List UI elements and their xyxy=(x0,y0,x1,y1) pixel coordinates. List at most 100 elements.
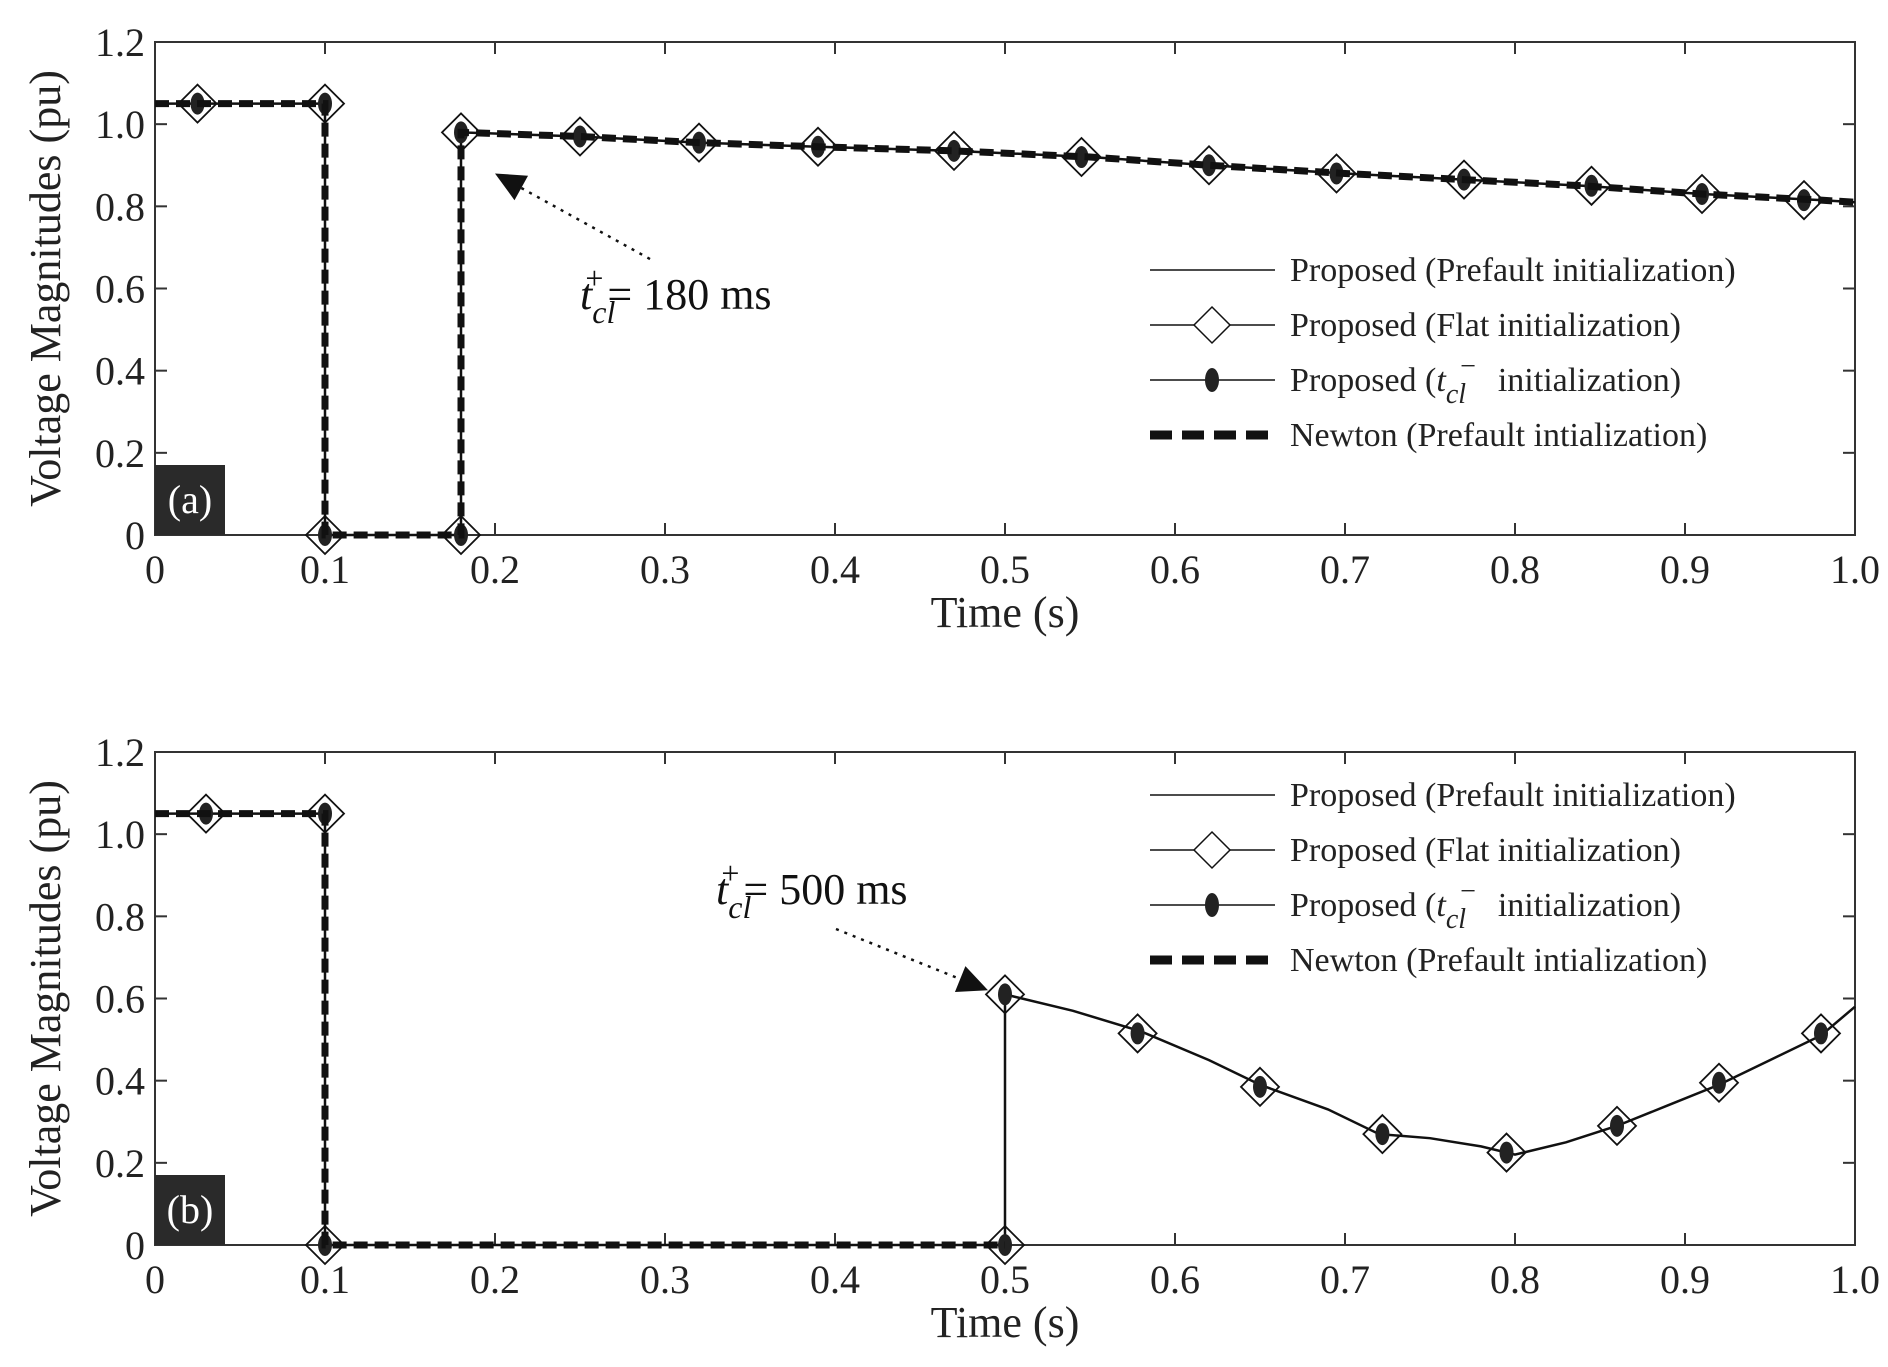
y-tick-label: 0.4 xyxy=(95,349,145,394)
chart-panel-b: 0 0.1 0.2 0.3 0.4 0.5 0.6 0.7 0.8 0.9 1.000.20.40.… xyxy=(21,730,1880,1347)
diamond-marker xyxy=(559,116,601,157)
y-tick-label: 1.0 xyxy=(95,812,145,857)
dot-marker xyxy=(573,125,587,148)
y-tick-label: 0 xyxy=(125,513,145,558)
x-tick-label: 0.9 xyxy=(1660,547,1710,592)
legend: Proposed (Prefault initialization) Propos… xyxy=(1150,252,1736,454)
y-axis-label: Voltage Magnitudes (pu) xyxy=(21,70,70,507)
y-tick-label: 0 xyxy=(125,1223,145,1268)
annotation: tcl+= 500 ms xyxy=(716,855,988,993)
y-tick-label: 0.8 xyxy=(95,894,145,939)
y-tick-label: 0.4 xyxy=(95,1059,145,1104)
legend-label-tcl: Proposed (tcl− initialization) xyxy=(1290,876,1681,935)
y-tick-label: 1.0 xyxy=(95,102,145,147)
dot-marker xyxy=(1610,1114,1624,1137)
x-tick-label: 0.2 xyxy=(470,1257,520,1302)
x-tick-label: 0 xyxy=(145,1257,165,1302)
dot-marker xyxy=(1375,1123,1390,1146)
x-tick-label: 0.9 xyxy=(1660,1257,1710,1302)
x-tick-label: 0.2 xyxy=(470,547,520,592)
annotation: tcl+= 180 ms xyxy=(495,173,772,330)
series-line-newton xyxy=(155,810,1005,1249)
legend-label-newton: Newton (Prefault intialization) xyxy=(1290,942,1707,979)
diamond-marker xyxy=(1783,179,1825,221)
legend-dot-marker xyxy=(1205,893,1219,917)
x-tick-label: 0.4 xyxy=(810,1257,860,1302)
y-axis-label: Voltage Magnitudes (pu) xyxy=(21,780,70,1217)
dot-marker xyxy=(1074,146,1089,169)
legend: Proposed (Prefault initialization) Propos… xyxy=(1150,777,1736,979)
diamond-marker xyxy=(984,974,1026,1015)
x-tick-label: 0.6 xyxy=(1150,1257,1200,1302)
diamond-marker xyxy=(1239,1066,1281,1108)
diamond-marker xyxy=(1800,1013,1842,1054)
diamond-marker xyxy=(177,83,218,124)
y-tick-label: 0.2 xyxy=(95,431,145,476)
y-tick-label: 0.6 xyxy=(95,267,145,312)
x-tick-label: 0.4 xyxy=(810,547,860,592)
x-tick-label: 1.0 xyxy=(1830,1257,1880,1302)
annotation-label: tcl+= 500 ms xyxy=(716,855,908,925)
series-line-prefault xyxy=(155,812,1856,1247)
diamond-marker xyxy=(1443,159,1485,200)
annotation-arrow-head xyxy=(954,966,988,993)
diamond-marker xyxy=(1362,1113,1403,1155)
diamond-marker xyxy=(1698,1062,1740,1103)
x-tick-label: 1.0 xyxy=(1830,547,1880,592)
legend-label-prefault: Proposed (Prefault initialization) xyxy=(1290,777,1736,814)
legend-label-flat: Proposed (Flat initialization) xyxy=(1290,307,1681,344)
x-tick-label: 0.8 xyxy=(1490,1257,1540,1302)
panel-label-box xyxy=(155,465,225,535)
diamond-marker xyxy=(1571,165,1612,207)
chart-panel-a: 0 0.1 0.2 0.3 0.4 0.5 0.6 0.7 0.8 0.9 1.000.20.40.… xyxy=(21,20,1880,637)
dot-marker xyxy=(947,139,961,162)
panel-label-box xyxy=(155,1175,225,1245)
legend-label-tcl: Proposed (tcl− initialization) xyxy=(1290,351,1681,410)
diamond-marker xyxy=(984,1224,1026,1266)
x-tick-label: 0.5 xyxy=(980,547,1030,592)
y-tick-label: 0.6 xyxy=(95,977,145,1022)
dot-marker xyxy=(1202,154,1216,177)
legend-diamond-marker xyxy=(1192,305,1232,345)
annotation-arrow-head xyxy=(495,173,529,201)
annotation-arrow-line xyxy=(835,927,961,981)
legend-diamond-marker xyxy=(1192,830,1232,870)
annotation-label: tcl+= 180 ms xyxy=(580,260,772,330)
legend-label-flat: Proposed (Flat initialization) xyxy=(1290,832,1681,869)
diamond-marker xyxy=(1316,153,1357,194)
x-tick-label: 0.6 xyxy=(1150,547,1200,592)
x-tick-label: 0.3 xyxy=(640,1257,690,1302)
x-tick-label: 0.7 xyxy=(1320,1257,1370,1302)
x-tick-label: 0.3 xyxy=(640,547,690,592)
diamond-marker xyxy=(1681,173,1723,215)
diamond-marker xyxy=(1061,136,1102,178)
panel-label: (a) xyxy=(168,477,212,522)
diamond-marker xyxy=(797,126,839,168)
y-tick-label: 1.2 xyxy=(95,730,145,775)
y-tick-label: 1.2 xyxy=(95,20,145,65)
legend-dot-marker xyxy=(1205,368,1219,392)
legend-label-newton: Newton (Prefault intialization) xyxy=(1290,417,1707,454)
legend-label-prefault: Proposed (Prefault initialization) xyxy=(1290,252,1736,289)
diamond-marker xyxy=(1486,1132,1527,1173)
diamond-marker xyxy=(440,514,482,556)
diamond-marker xyxy=(304,1224,346,1266)
dot-marker xyxy=(1814,1022,1828,1045)
panel-label: (b) xyxy=(167,1187,214,1232)
dot-marker xyxy=(1253,1075,1267,1098)
annotation-arrow-line xyxy=(520,186,651,261)
diamond-marker xyxy=(933,130,975,172)
diamond-marker xyxy=(304,514,346,556)
x-tick-label: 0.8 xyxy=(1490,547,1540,592)
diamond-marker xyxy=(1188,144,1230,186)
diamond-marker xyxy=(1117,1013,1158,1054)
diamond-marker xyxy=(678,122,720,163)
dot-marker xyxy=(1499,1141,1514,1164)
x-tick-label: 0.7 xyxy=(1320,547,1370,592)
diamond-marker xyxy=(185,793,227,834)
y-tick-label: 0.2 xyxy=(95,1141,145,1186)
dot-marker xyxy=(1712,1071,1726,1094)
x-tick-label: 0 xyxy=(145,547,165,592)
dot-marker xyxy=(1130,1022,1145,1045)
